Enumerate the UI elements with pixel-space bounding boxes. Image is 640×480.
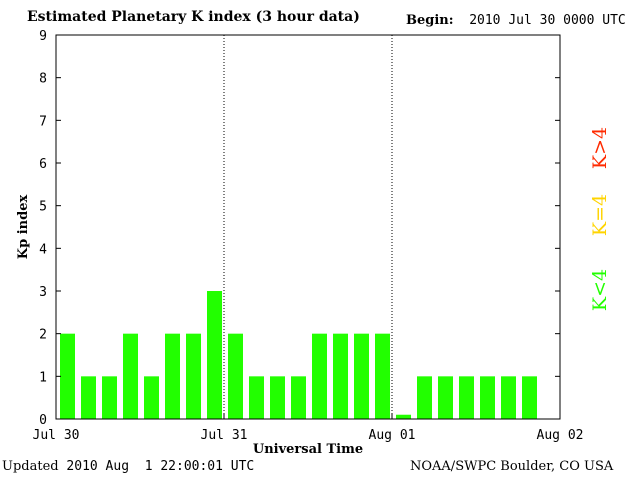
bars-group xyxy=(60,291,537,419)
bar-6 xyxy=(186,333,201,419)
bar-15 xyxy=(375,333,390,419)
bar-5 xyxy=(165,333,180,419)
y-tick-label-1: 1 xyxy=(39,370,47,385)
chart-title: Estimated Planetary K index (3 hour data… xyxy=(27,9,360,25)
bar-7 xyxy=(207,291,222,419)
y-axis-label: Kp index xyxy=(16,195,31,260)
x-tick-label-1: Jul 31 xyxy=(201,428,248,443)
y-tick-label-4: 4 xyxy=(39,242,47,257)
bar-12 xyxy=(312,333,327,419)
bar-18 xyxy=(438,376,453,419)
begin-value: 2010 Jul 30 0000 UTC xyxy=(469,13,626,28)
y-tick-label-6: 6 xyxy=(39,157,47,172)
bar-0 xyxy=(60,333,75,419)
bar-4 xyxy=(144,376,159,419)
begin-info: Begin: 2010 Jul 30 0000 UTC xyxy=(406,13,626,28)
y-tick-label-0: 0 xyxy=(39,413,47,428)
bar-3 xyxy=(123,333,138,419)
bar-16 xyxy=(396,414,411,419)
x-tick-label-0: Jul 30 xyxy=(33,428,80,443)
updated-label: Updated xyxy=(2,459,59,474)
bar-21 xyxy=(501,376,516,419)
y-tick-label-2: 2 xyxy=(39,328,47,343)
legend-k-greater-4: K>4 xyxy=(589,127,611,169)
y-tick-label-7: 7 xyxy=(39,114,47,129)
bar-19 xyxy=(459,376,474,419)
bar-1 xyxy=(81,376,96,419)
legend-k-equal-4: K=4 xyxy=(589,194,611,236)
y-tick-label-5: 5 xyxy=(39,200,47,215)
bar-10 xyxy=(270,376,285,419)
updated-value: 2010 Aug 1 22:00:01 UTC xyxy=(66,459,255,474)
bar-2 xyxy=(102,376,117,419)
y-tick-label-9: 9 xyxy=(39,29,47,44)
bar-11 xyxy=(291,376,306,419)
x-axis-label: Universal Time xyxy=(253,442,363,457)
credit-text: NOAA/SWPC Boulder, CO USA xyxy=(410,459,614,474)
bar-20 xyxy=(480,376,495,419)
y-tick-label-8: 8 xyxy=(39,72,47,87)
bar-14 xyxy=(354,333,369,419)
y-axis-ticks: 0 1 2 3 4 5 6 7 8 9 xyxy=(39,29,560,428)
x-axis-ticks: Jul 30 Jul 31 Aug 01 Aug 02 xyxy=(33,413,584,443)
bar-8 xyxy=(228,333,243,419)
updated-info: Updated 2010 Aug 1 22:00:01 UTC xyxy=(2,459,254,474)
bar-9 xyxy=(249,376,264,419)
bar-13 xyxy=(333,333,348,419)
legend-k-less-4: K<4 xyxy=(589,269,611,311)
day-dividers xyxy=(223,35,393,419)
bar-17 xyxy=(417,376,432,419)
begin-label: Begin: xyxy=(406,13,454,28)
x-tick-label-3: Aug 02 xyxy=(537,428,584,443)
bar-22 xyxy=(522,376,537,419)
plot-frame xyxy=(55,34,561,420)
y-tick-label-3: 3 xyxy=(39,285,47,300)
x-tick-label-2: Aug 01 xyxy=(369,428,416,443)
